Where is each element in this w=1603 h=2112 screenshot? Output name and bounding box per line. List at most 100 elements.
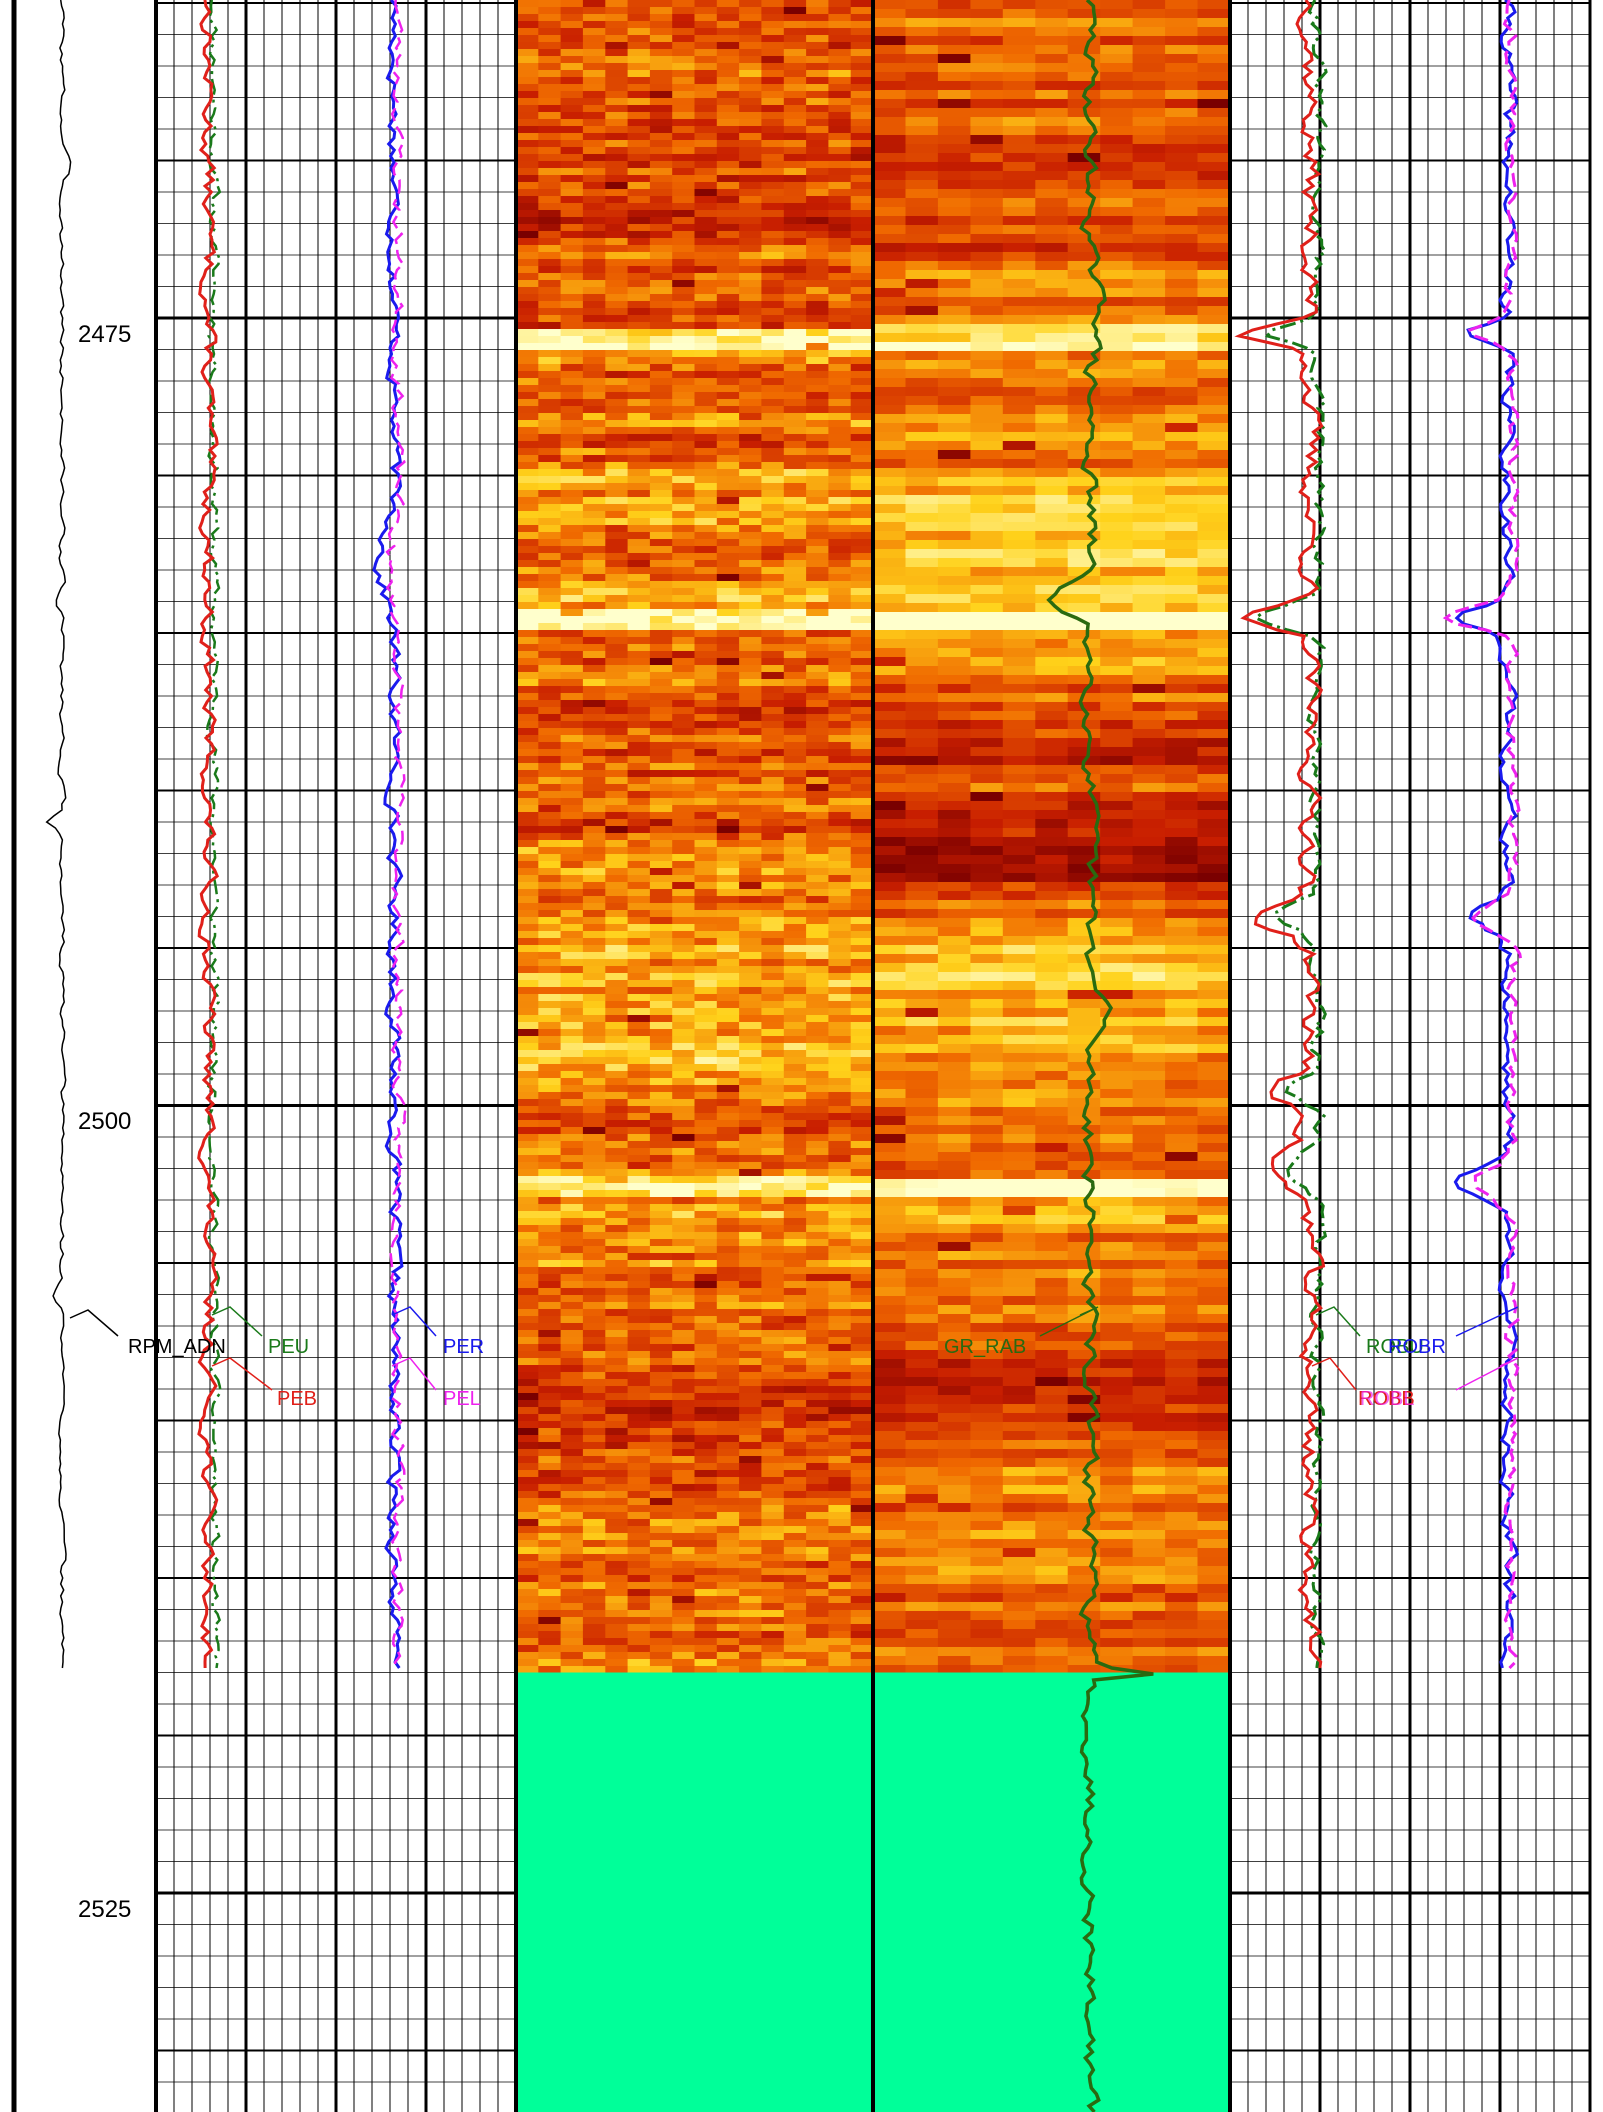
image-cell — [582, 224, 606, 232]
image-cell — [605, 1309, 629, 1317]
image-cell — [905, 126, 939, 136]
image-cell — [1035, 153, 1069, 163]
image-cell — [538, 63, 562, 71]
image-cell — [806, 1211, 829, 1219]
image-cell — [905, 369, 939, 379]
image-cell — [649, 749, 673, 757]
image-cell — [783, 1211, 807, 1219]
image-cell — [605, 1526, 629, 1534]
image-cell — [538, 371, 562, 379]
image-cell — [672, 35, 696, 43]
image-cell — [627, 525, 651, 533]
image-cell — [783, 749, 807, 757]
image-cell — [970, 198, 1004, 208]
image-cell — [560, 959, 584, 967]
image-cell — [1035, 171, 1069, 181]
image-cell — [694, 749, 718, 757]
image-cell — [761, 1379, 785, 1387]
image-cell — [582, 882, 606, 890]
image-cell — [850, 1253, 874, 1261]
image-cell — [1165, 693, 1199, 703]
image-cell — [716, 357, 740, 365]
image-cell — [516, 1001, 539, 1009]
image-cell — [582, 490, 606, 498]
image-cell — [516, 322, 539, 330]
image-cell — [761, 224, 785, 232]
image-cell — [937, 333, 971, 343]
image-cell — [560, 273, 584, 281]
image-cell — [605, 1036, 629, 1044]
image-cell — [850, 1638, 874, 1646]
image-cell — [582, 1624, 606, 1632]
image-cell — [560, 91, 584, 99]
image-cell — [672, 868, 696, 876]
image-cell — [828, 1211, 852, 1219]
image-cell — [850, 168, 874, 176]
image-cell — [582, 168, 606, 176]
image-cell — [560, 763, 584, 771]
image-cell — [560, 280, 584, 288]
image-cell — [850, 210, 874, 218]
image-cell — [538, 504, 562, 512]
image-cell — [873, 477, 907, 487]
image-cell — [605, 1631, 629, 1639]
image-cell — [783, 1071, 807, 1079]
image-cell — [850, 63, 874, 71]
image-cell — [627, 1106, 651, 1114]
image-cell — [538, 77, 562, 85]
image-cell — [761, 28, 785, 36]
image-cell — [761, 812, 785, 820]
image-cell — [716, 1491, 740, 1499]
image-cell — [1132, 648, 1166, 658]
image-cell — [937, 216, 971, 226]
image-cell — [516, 1092, 539, 1100]
image-cell — [627, 1470, 651, 1478]
image-cell — [672, 1505, 696, 1513]
image-cell — [694, 1281, 718, 1289]
image-cell — [694, 728, 718, 736]
image-cell — [627, 504, 651, 512]
image-cell — [582, 665, 606, 673]
image-cell — [1165, 594, 1199, 604]
image-cell — [694, 280, 718, 288]
image-cell — [1067, 117, 1101, 127]
image-cell — [783, 574, 807, 582]
image-cell — [850, 763, 874, 771]
image-cell — [538, 1043, 562, 1051]
image-cell — [761, 1449, 785, 1457]
image-cell — [850, 1218, 874, 1226]
image-cell — [783, 1036, 807, 1044]
image-cell — [783, 1246, 807, 1254]
image-cell — [739, 1001, 762, 1009]
image-cell — [806, 1015, 829, 1023]
image-cell — [970, 801, 1004, 811]
image-cell — [582, 693, 606, 701]
image-cell — [560, 868, 584, 876]
image-cell — [649, 868, 673, 876]
image-cell — [905, 738, 939, 748]
image-cell — [516, 623, 539, 631]
image-cell — [1067, 333, 1101, 343]
image-cell — [649, 217, 673, 225]
image-cell — [649, 322, 673, 330]
image-cell — [850, 602, 874, 610]
image-cell — [560, 252, 584, 260]
image-cell — [806, 238, 829, 246]
image-cell — [516, 441, 539, 449]
image-cell — [1002, 801, 1036, 811]
image-cell — [694, 245, 718, 253]
image-cell — [828, 602, 852, 610]
image-cell — [873, 162, 907, 172]
image-cell — [1100, 684, 1134, 694]
image-cell — [716, 1008, 740, 1016]
image-cell — [516, 560, 539, 568]
image-cell — [694, 742, 718, 750]
image-cell — [649, 119, 673, 127]
image-cell — [806, 350, 829, 358]
image-cell — [828, 1197, 852, 1205]
image-cell — [516, 707, 539, 715]
image-cell — [739, 609, 762, 617]
image-cell — [937, 900, 971, 910]
image-cell — [582, 637, 606, 645]
image-cell — [1132, 945, 1166, 955]
